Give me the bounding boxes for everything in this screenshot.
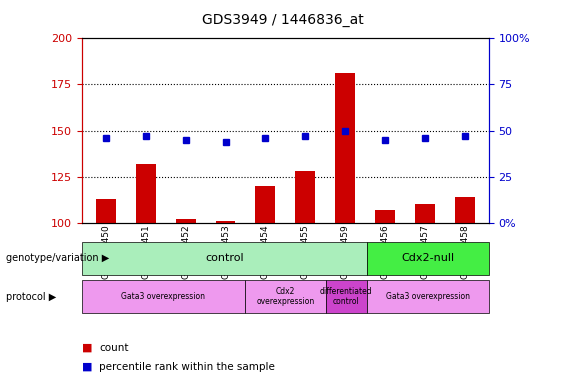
Bar — [96, 199, 116, 223]
Bar — [455, 197, 475, 223]
Text: differentiated
control: differentiated control — [320, 287, 373, 306]
Bar — [415, 204, 435, 223]
Text: Gata3 overexpression: Gata3 overexpression — [121, 292, 205, 301]
Bar — [136, 164, 156, 223]
Text: ■: ■ — [82, 362, 93, 372]
Text: control: control — [205, 253, 244, 263]
Bar — [255, 186, 275, 223]
Bar — [215, 221, 236, 223]
Text: count: count — [99, 343, 128, 353]
Bar — [295, 171, 315, 223]
Text: Cdx2-null: Cdx2-null — [401, 253, 454, 263]
Text: genotype/variation ▶: genotype/variation ▶ — [6, 253, 109, 263]
Bar — [335, 73, 355, 223]
Text: ■: ■ — [82, 343, 93, 353]
Text: Gata3 overexpression: Gata3 overexpression — [386, 292, 470, 301]
Bar — [375, 210, 395, 223]
Text: GDS3949 / 1446836_at: GDS3949 / 1446836_at — [202, 13, 363, 27]
Text: Cdx2
overexpression: Cdx2 overexpression — [256, 287, 315, 306]
Bar — [176, 219, 195, 223]
Text: percentile rank within the sample: percentile rank within the sample — [99, 362, 275, 372]
Text: protocol ▶: protocol ▶ — [6, 291, 56, 302]
